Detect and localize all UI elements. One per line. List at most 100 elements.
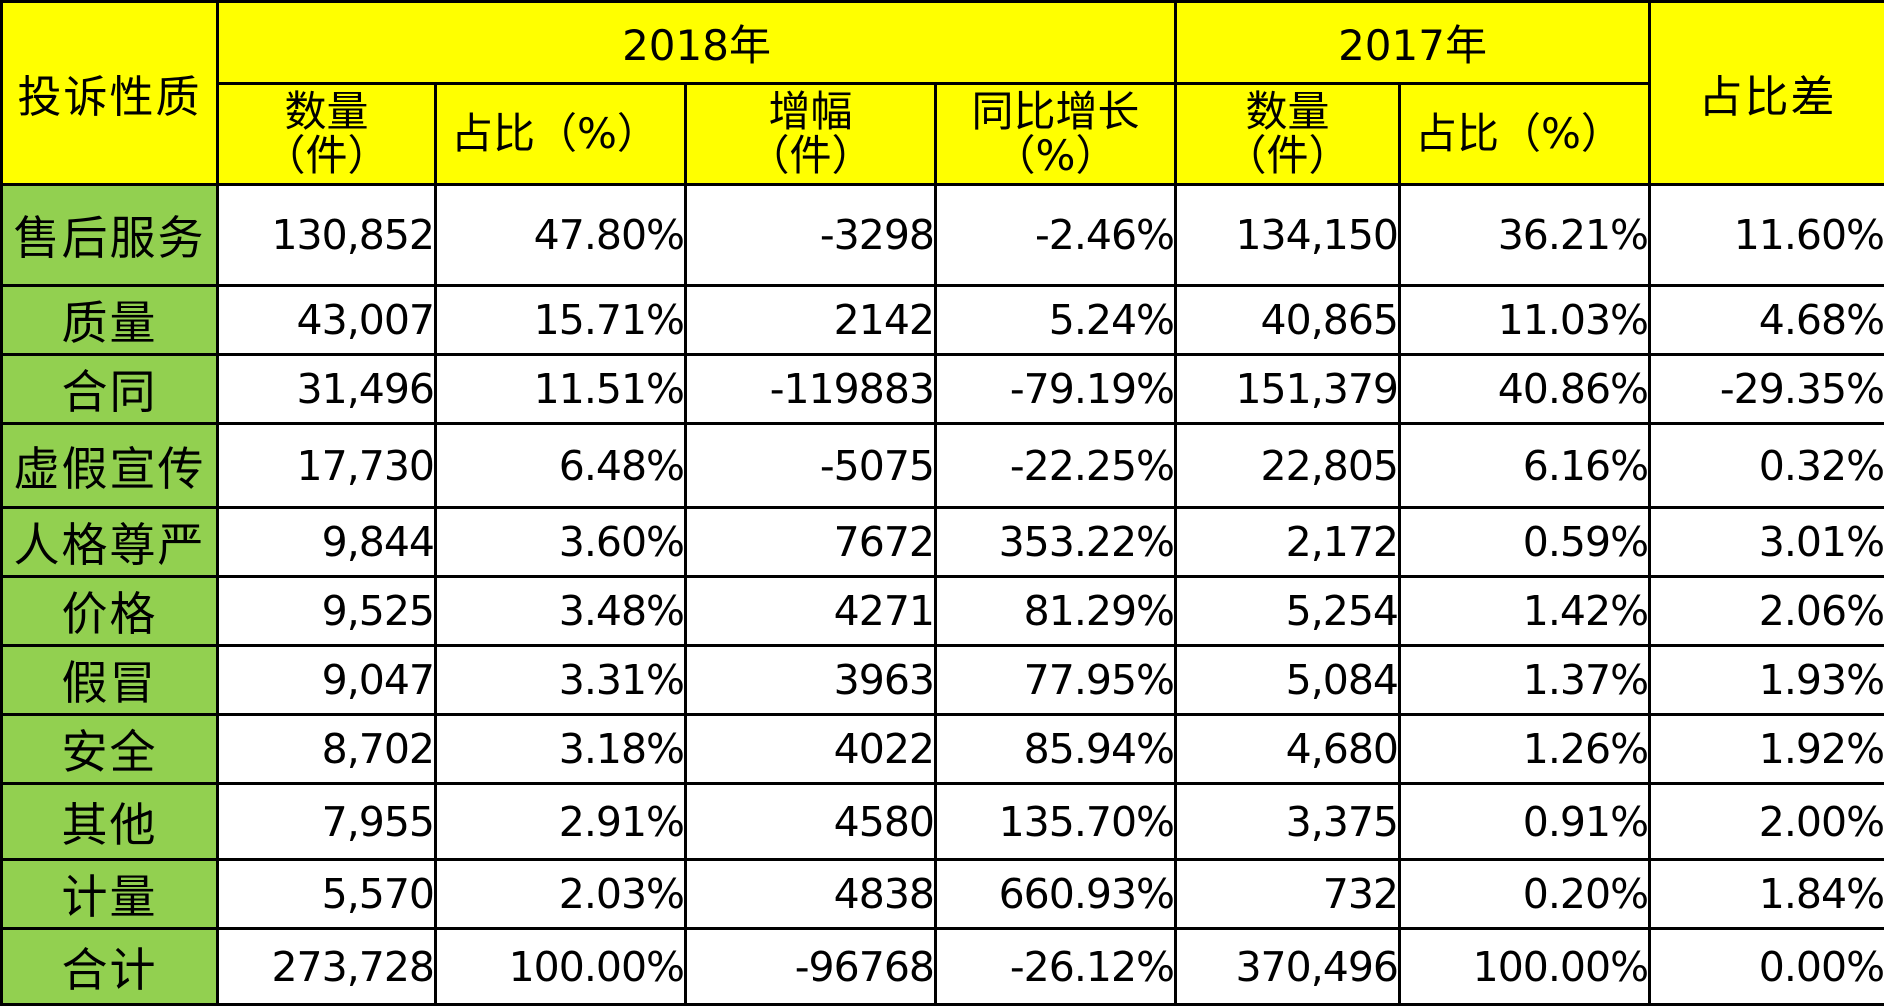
cell-diff: -29.35%: [1650, 355, 1884, 424]
cell-ratio-2017: 0.59%: [1400, 508, 1650, 577]
cell-ratio-2017: 40.86%: [1400, 355, 1650, 424]
cell-count-2018: 8,702: [218, 715, 436, 784]
cell-ratio-2018: 2.91%: [436, 784, 686, 860]
cell-count-2017: 40,865: [1176, 286, 1400, 355]
cell-yoy: 81.29%: [936, 577, 1176, 646]
cell-increase: 4838: [686, 860, 936, 929]
cell-count-2018: 7,955: [218, 784, 436, 860]
cell-increase: 4022: [686, 715, 936, 784]
row-category-label: 人格尊严: [2, 508, 218, 577]
cell-ratio-2017: 11.03%: [1400, 286, 1650, 355]
header-yoy-line2: （%）: [937, 134, 1174, 178]
row-category-label: 售后服务: [2, 185, 218, 286]
header-category: 投诉性质: [2, 2, 218, 185]
cell-count-2017: 22,805: [1176, 424, 1400, 508]
cell-count-2017: 151,379: [1176, 355, 1400, 424]
cell-ratio-2018: 3.48%: [436, 577, 686, 646]
cell-count-2017: 732: [1176, 860, 1400, 929]
cell-ratio-2018: 3.31%: [436, 646, 686, 715]
cell-increase: -3298: [686, 185, 936, 286]
cell-yoy: 5.24%: [936, 286, 1176, 355]
header-count-2018-line1: 数量: [219, 90, 434, 134]
cell-diff: 4.68%: [1650, 286, 1884, 355]
header-yoy: 同比增长 （%）: [936, 84, 1176, 185]
cell-ratio-2018: 6.48%: [436, 424, 686, 508]
cell-diff: 2.00%: [1650, 784, 1884, 860]
cell-ratio-2017: 0.20%: [1400, 860, 1650, 929]
header-increase-line1: 增幅: [687, 90, 934, 134]
cell-ratio-2018: 3.18%: [436, 715, 686, 784]
cell-ratio-2017: 1.37%: [1400, 646, 1650, 715]
cell-yoy: 77.95%: [936, 646, 1176, 715]
row-category-label: 虚假宣传: [2, 424, 218, 508]
cell-yoy: 660.93%: [936, 860, 1176, 929]
header-increase: 增幅 （件）: [686, 84, 936, 185]
cell-ratio-2018: 11.51%: [436, 355, 686, 424]
header-increase-line2: （件）: [687, 134, 934, 178]
cell-increase: -119883: [686, 355, 936, 424]
cell-diff: 3.01%: [1650, 508, 1884, 577]
cell-yoy: -2.46%: [936, 185, 1176, 286]
header-ratio-2018: 占比（%）: [436, 84, 686, 185]
cell-diff: 1.92%: [1650, 715, 1884, 784]
cell-ratio-2017: 36.21%: [1400, 185, 1650, 286]
row-category-label: 计量: [2, 860, 218, 929]
header-ratio-2017: 占比（%）: [1400, 84, 1650, 185]
row-category-label: 假冒: [2, 646, 218, 715]
cell-increase: 3963: [686, 646, 936, 715]
cell-count-2017: 3,375: [1176, 784, 1400, 860]
cell-count-2018: 9,047: [218, 646, 436, 715]
header-yoy-line1: 同比增长: [937, 90, 1174, 134]
row-category-label: 安全: [2, 715, 218, 784]
cell-yoy: -26.12%: [936, 929, 1176, 1005]
header-count-2017-line1: 数量: [1177, 90, 1398, 134]
row-category-label: 合同: [2, 355, 218, 424]
cell-diff: 11.60%: [1650, 185, 1884, 286]
cell-diff: 2.06%: [1650, 577, 1884, 646]
cell-count-2017: 2,172: [1176, 508, 1400, 577]
row-category-label: 价格: [2, 577, 218, 646]
cell-ratio-2017: 100.00%: [1400, 929, 1650, 1005]
cell-ratio-2017: 1.42%: [1400, 577, 1650, 646]
cell-ratio-2018: 100.00%: [436, 929, 686, 1005]
cell-count-2018: 9,844: [218, 508, 436, 577]
cell-yoy: -79.19%: [936, 355, 1176, 424]
cell-count-2018: 273,728: [218, 929, 436, 1005]
cell-diff: 0.00%: [1650, 929, 1884, 1005]
cell-increase: 7672: [686, 508, 936, 577]
cell-count-2018: 9,525: [218, 577, 436, 646]
header-count-2017-line2: （件）: [1177, 134, 1398, 178]
cell-increase: -96768: [686, 929, 936, 1005]
cell-count-2018: 43,007: [218, 286, 436, 355]
cell-count-2018: 31,496: [218, 355, 436, 424]
cell-diff: 1.93%: [1650, 646, 1884, 715]
header-count-2018: 数量 （件）: [218, 84, 436, 185]
cell-count-2018: 130,852: [218, 185, 436, 286]
cell-count-2018: 5,570: [218, 860, 436, 929]
header-ratio-diff: 占比差: [1650, 2, 1884, 185]
cell-increase: 4580: [686, 784, 936, 860]
header-year-2017: 2017年: [1176, 2, 1650, 84]
row-category-label: 其他: [2, 784, 218, 860]
cell-yoy: -22.25%: [936, 424, 1176, 508]
cell-count-2017: 370,496: [1176, 929, 1400, 1005]
header-count-2018-line2: （件）: [219, 134, 434, 178]
cell-count-2017: 5,254: [1176, 577, 1400, 646]
header-year-2018: 2018年: [218, 2, 1176, 84]
cell-yoy: 135.70%: [936, 784, 1176, 860]
cell-yoy: 85.94%: [936, 715, 1176, 784]
cell-increase: -5075: [686, 424, 936, 508]
cell-diff: 1.84%: [1650, 860, 1884, 929]
cell-ratio-2017: 1.26%: [1400, 715, 1650, 784]
cell-ratio-2018: 3.60%: [436, 508, 686, 577]
cell-ratio-2017: 0.91%: [1400, 784, 1650, 860]
cell-count-2017: 5,084: [1176, 646, 1400, 715]
